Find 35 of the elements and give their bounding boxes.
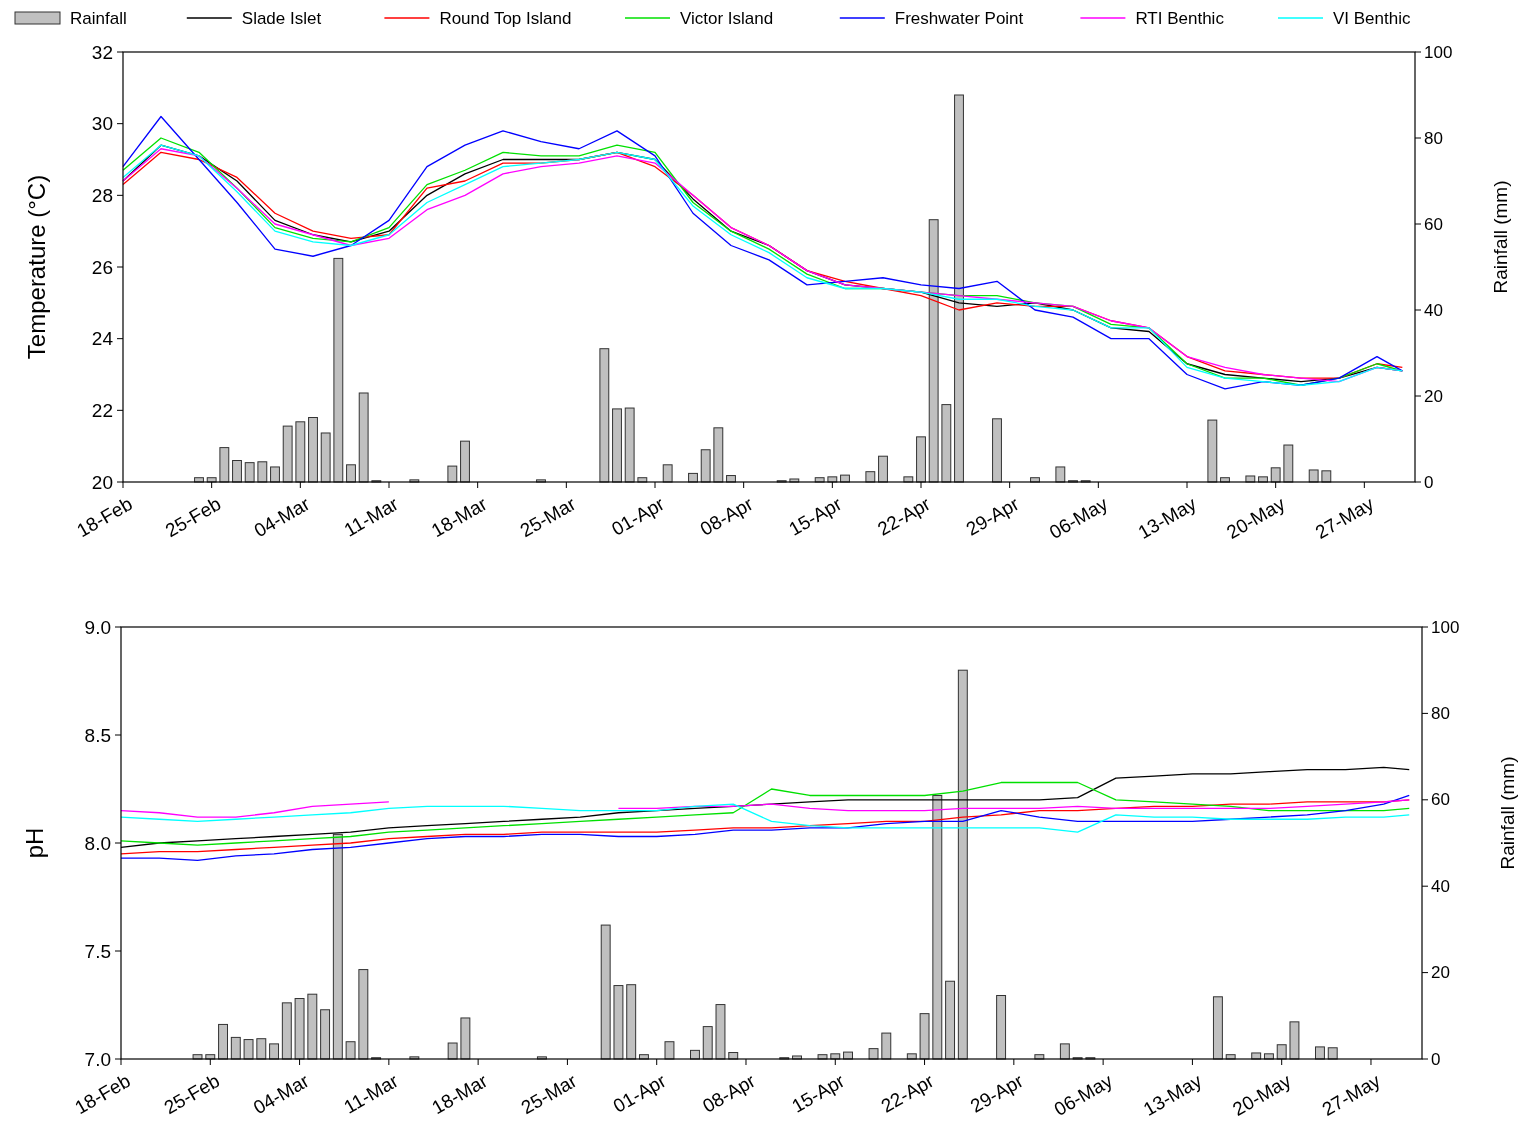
legend-label: Victor Island xyxy=(680,9,774,28)
legend-label: Rainfall xyxy=(70,9,127,28)
y2-tick-label: 40 xyxy=(1431,876,1450,896)
y-tick-label: 7.5 xyxy=(84,940,111,962)
y-tick-label: 28 xyxy=(91,184,113,206)
legend-label: Round Top Island xyxy=(439,9,572,28)
y2-axis-title: Rainfall (mm) xyxy=(1497,756,1518,870)
y-tick-label: 8.5 xyxy=(84,724,111,746)
y2-tick-label: 100 xyxy=(1431,617,1460,637)
y-tick-label: 9.0 xyxy=(84,616,111,638)
y2-tick-label: 40 xyxy=(1424,300,1443,320)
y-tick-label: 20 xyxy=(91,471,113,493)
y-tick-label: 7.0 xyxy=(84,1048,111,1070)
y-tick-label: 24 xyxy=(91,328,114,350)
y-tick-label: 30 xyxy=(91,113,113,135)
legend-label: Slade Islet xyxy=(241,9,322,28)
y2-tick-label: 80 xyxy=(1424,128,1443,148)
y2-tick-label: 20 xyxy=(1424,386,1443,406)
legend-label: VI Benthic xyxy=(1333,9,1411,28)
y2-tick-label: 20 xyxy=(1431,963,1450,983)
y-axis-title: Temperature (°C) xyxy=(23,174,50,360)
y2-tick-label: 60 xyxy=(1424,214,1443,234)
y2-tick-label: 60 xyxy=(1431,790,1450,810)
y2-tick-label: 100 xyxy=(1424,42,1453,62)
y-tick-label: 22 xyxy=(91,399,113,421)
y-tick-label: 32 xyxy=(91,41,113,63)
y-tick-label: 26 xyxy=(91,256,113,278)
y2-tick-label: 0 xyxy=(1424,472,1434,492)
y2-axis-title: Rainfall (mm) xyxy=(1490,180,1511,294)
y2-tick-label: 0 xyxy=(1431,1049,1441,1069)
y-tick-label: 8.0 xyxy=(84,832,111,854)
legend-label: RTI Benthic xyxy=(1135,9,1225,28)
y-axis-title: pH xyxy=(21,827,48,859)
y2-tick-label: 80 xyxy=(1431,703,1450,723)
legend-label: Freshwater Point xyxy=(894,9,1024,28)
